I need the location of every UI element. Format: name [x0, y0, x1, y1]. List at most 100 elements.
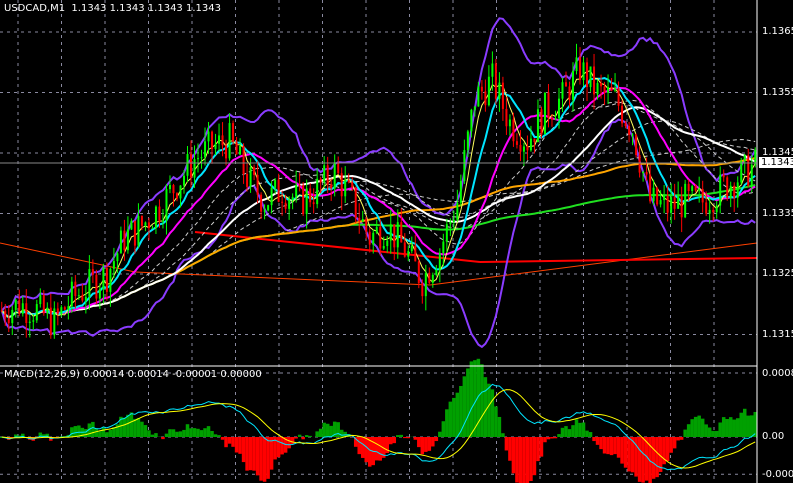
candle-body: [557, 98, 560, 119]
macd-histogram-bar: [753, 411, 757, 437]
macd-histogram-bar: [644, 437, 649, 481]
macd-histogram-bar: [315, 431, 319, 437]
candle-body: [361, 219, 364, 222]
ma-dashed-line: [1, 101, 756, 319]
macd-histogram-bar: [238, 437, 242, 454]
candle-body: [242, 146, 245, 174]
candle-body: [88, 269, 91, 297]
candle-body: [368, 231, 371, 245]
macd-histogram-bar: [241, 437, 246, 463]
macd-histogram-bar: [245, 437, 249, 471]
candle-body: [112, 261, 115, 269]
macd-histogram-bar: [126, 414, 130, 437]
macd-histogram-bar: [448, 401, 453, 437]
candle-body: [4, 310, 7, 319]
macd-histogram-bar: [171, 429, 176, 437]
macd-histogram-bar: [147, 430, 151, 437]
candle-body: [519, 144, 522, 152]
macd-histogram-bar: [613, 437, 617, 455]
candle-body: [186, 153, 189, 176]
candle-body: [84, 296, 87, 301]
candle-body: [316, 178, 319, 205]
candle-body: [253, 167, 256, 175]
candle-body: [670, 197, 673, 213]
ma-dashed-line: [1, 99, 756, 319]
candle-body: [586, 62, 589, 88]
candle-body: [435, 269, 438, 275]
candle-body: [14, 299, 17, 310]
candle-body: [161, 220, 164, 222]
macd-histogram-bar: [522, 437, 526, 483]
macd-histogram-bar: [588, 432, 593, 437]
candle-body: [91, 269, 94, 275]
candle-body: [70, 281, 73, 307]
macd-histogram-bar: [21, 433, 25, 437]
candle-body: [614, 88, 617, 91]
candle-body: [515, 141, 518, 145]
macd-histogram-bar: [679, 437, 684, 440]
candle-body: [333, 162, 336, 189]
candle-body: [74, 281, 77, 296]
macd-histogram-bar: [318, 428, 323, 437]
candle-body: [165, 189, 168, 221]
candle-body: [277, 179, 280, 202]
candle-body: [207, 131, 210, 142]
macd-histogram-bar: [655, 437, 659, 478]
macd-histogram-bar: [469, 361, 474, 437]
macd-histogram-bar: [273, 437, 277, 460]
macd-histogram-bar: [122, 417, 127, 437]
candle-body: [491, 63, 494, 77]
macd-histogram-bar: [248, 437, 253, 471]
candle-body: [480, 86, 483, 92]
candle-body: [628, 126, 631, 135]
candle-body: [200, 157, 203, 159]
macd-histogram-bar: [112, 427, 116, 437]
macd-histogram-bar: [129, 412, 134, 437]
macd-histogram-bar: [746, 415, 750, 437]
macd-histogram-bar: [210, 430, 214, 437]
macd-histogram-bar: [105, 432, 109, 437]
macd-histogram-bar: [599, 437, 603, 450]
candle-body: [459, 180, 462, 203]
candle-body: [407, 251, 410, 257]
macd-histogram-bar: [185, 424, 190, 437]
macd-signal-line: [1, 389, 756, 469]
candle-body: [719, 174, 722, 206]
macd-histogram-bar: [529, 437, 533, 482]
candle-body: [656, 187, 659, 205]
macd-histogram-bar: [585, 430, 589, 437]
candle-body: [123, 230, 126, 251]
candle-body: [666, 195, 669, 213]
candle-body: [386, 240, 389, 247]
macd-histogram-bar: [115, 424, 120, 437]
candle-body: [428, 272, 431, 283]
macd-histogram-bar: [339, 429, 344, 437]
candle-body: [39, 295, 42, 305]
macd-histogram-bar: [161, 437, 165, 440]
macd-histogram-bar: [382, 437, 386, 458]
macd-histogram-bar: [651, 437, 656, 479]
macd-histogram-bar: [637, 437, 642, 482]
candle-body: [712, 209, 715, 213]
candle-body: [501, 82, 504, 109]
candle-body: [225, 145, 228, 159]
candle-body: [323, 165, 326, 183]
macd-histogram-bar: [280, 437, 284, 455]
macd-histogram-bar: [38, 432, 43, 437]
macd-histogram-bar: [276, 437, 281, 458]
candle-body: [379, 227, 382, 249]
macd-histogram-bar: [518, 437, 523, 483]
macd-histogram-bar: [494, 406, 498, 437]
candle-body: [494, 63, 497, 99]
macd-histogram-bar: [557, 434, 561, 437]
macd-histogram-bar: [360, 437, 365, 458]
candle-body: [498, 82, 501, 99]
macd-histogram-bar: [623, 437, 628, 468]
candle-body: [463, 150, 466, 181]
macd-histogram-bar: [574, 419, 579, 437]
candle-body: [572, 71, 575, 100]
candle-body: [631, 134, 634, 136]
macd-histogram-bar: [648, 437, 652, 483]
macd-histogram-bar: [634, 437, 638, 477]
